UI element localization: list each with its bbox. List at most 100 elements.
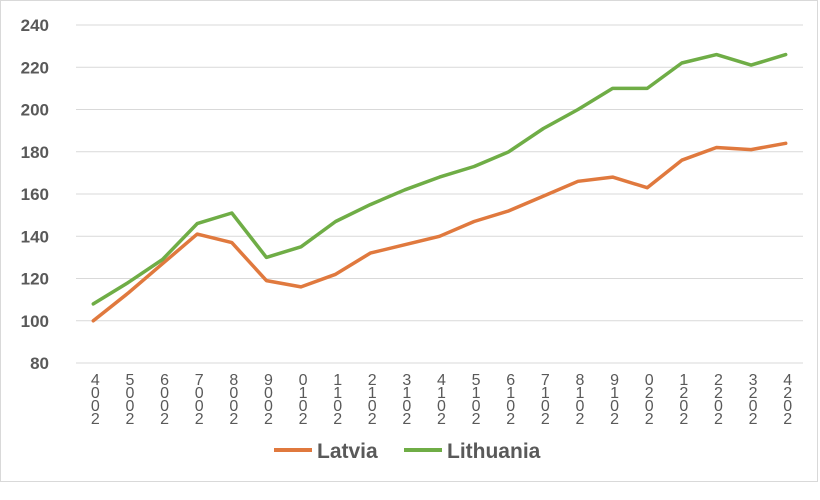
x-tick-char: 0 [679,398,688,415]
x-tick-char: 0 [714,398,723,415]
y-tick-label: 120 [21,270,49,289]
x-tick-char: 1 [541,385,550,402]
x-tick-char: 0 [749,398,758,415]
x-tick-char: 2 [125,411,134,428]
x-tick-char: 0 [125,385,134,402]
x-tick-char: 0 [264,398,273,415]
x-tick-char: 2 [610,411,619,428]
x-tick-char: 1 [610,385,619,402]
legend-item-lithuania: Lithuania [404,440,541,463]
x-tick-char: 5 [125,372,134,389]
x-tick-char: 2 [333,411,342,428]
x-tick-char: 8 [576,372,585,389]
series-line-latvia [91,141,788,323]
series-line-lithuania [91,52,788,306]
x-tick-char: 1 [576,385,585,402]
y-tick-label: 100 [21,312,49,331]
y-tick-label: 160 [21,185,49,204]
x-tick-char: 5 [472,372,481,389]
x-tick-char: 2 [541,411,550,428]
x-tick-char: 0 [402,398,411,415]
x-tick-char: 0 [299,398,308,415]
x-tick-char: 2 [576,411,585,428]
x-tick-char: 2 [229,411,238,428]
x-tick-char: 1 [472,385,481,402]
x-tick-char: 1 [506,385,515,402]
x-tick-char: 2 [506,411,515,428]
x-tick-char: 2 [714,411,723,428]
x-axis-ticks: 4002500260027002800290020102110221023102… [91,372,792,428]
x-tick-char: 1 [333,372,342,389]
series-lines [91,52,788,323]
x-tick-char: 0 [91,385,100,402]
x-tick-char: 0 [229,385,238,402]
gridlines [76,24,803,364]
x-tick-char: 2 [749,411,758,428]
x-tick-char: 8 [229,372,238,389]
x-tick-char: 4 [783,372,792,389]
x-tick-char: 2 [472,411,481,428]
x-tick-char: 3 [749,372,758,389]
x-tick-char: 1 [437,385,446,402]
legend-label: Lithuania [447,440,541,463]
x-tick-char: 2 [783,385,792,402]
x-tick-char: 9 [264,372,273,389]
legend: Latvia Lithuania [274,440,541,463]
x-tick-char: 2 [195,411,204,428]
x-tick-char: 2 [299,411,308,428]
x-tick-char: 0 [576,398,585,415]
x-tick-char: 0 [472,398,481,415]
x-tick-char: 2 [264,411,273,428]
x-tick-char: 0 [125,398,134,415]
x-tick-char: 3 [402,372,411,389]
x-tick-char: 1 [679,372,688,389]
x-tick-char: 0 [195,398,204,415]
x-tick-char: 1 [368,385,377,402]
x-tick-char: 2 [437,411,446,428]
x-tick-char: 2 [783,411,792,428]
x-tick-char: 2 [645,411,654,428]
x-tick-char: 0 [783,398,792,415]
x-tick-char: 0 [506,398,515,415]
x-tick-char: 2 [160,411,169,428]
x-tick-char: 2 [645,385,654,402]
y-tick-label: 200 [21,101,49,120]
y-tick-label: 180 [21,143,49,162]
x-tick-char: 0 [229,398,238,415]
x-tick-char: 0 [645,372,654,389]
x-tick-char: 0 [264,385,273,402]
x-tick-char: 2 [679,385,688,402]
x-tick-char: 2 [679,411,688,428]
x-tick-char: 2 [749,385,758,402]
legend-label: Latvia [317,440,378,463]
y-tick-label: 140 [21,227,49,246]
y-tick-label: 220 [21,58,49,77]
x-tick-char: 0 [160,398,169,415]
x-tick-char: 2 [714,372,723,389]
x-tick-char: 0 [610,398,619,415]
x-tick-char: 1 [333,385,342,402]
x-tick-char: 2 [714,385,723,402]
x-tick-char: 2 [402,411,411,428]
x-tick-char: 0 [541,398,550,415]
x-tick-char: 0 [299,372,308,389]
